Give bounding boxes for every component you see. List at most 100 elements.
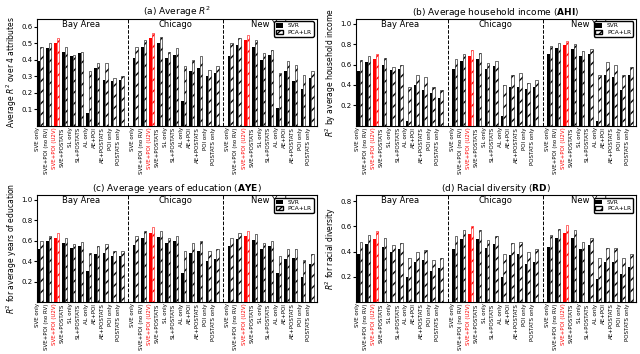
Bar	[566, 225, 568, 302]
Bar	[40, 241, 43, 302]
Bar	[271, 50, 273, 126]
Bar	[113, 251, 116, 302]
Bar	[628, 267, 630, 302]
Bar	[208, 251, 211, 302]
Bar	[303, 260, 305, 302]
Bar	[239, 38, 241, 126]
Bar	[189, 72, 192, 126]
Bar	[368, 235, 371, 302]
Bar	[376, 54, 378, 126]
Bar	[433, 261, 435, 302]
Bar	[517, 254, 519, 302]
Bar	[430, 270, 433, 302]
Bar	[550, 235, 552, 302]
Bar	[622, 75, 625, 126]
Bar	[252, 240, 255, 302]
Text: Chicago: Chicago	[159, 196, 193, 205]
Text: Bay Area: Bay Area	[62, 196, 100, 205]
Bar	[62, 52, 65, 126]
Bar	[181, 101, 184, 126]
Bar	[230, 43, 233, 126]
Text: New York: New York	[252, 196, 290, 205]
Bar	[121, 251, 124, 302]
Bar	[422, 261, 424, 302]
Bar	[606, 248, 609, 302]
Bar	[262, 53, 265, 126]
Bar	[192, 60, 195, 126]
Bar	[216, 67, 219, 126]
Text: New York: New York	[252, 20, 290, 29]
Bar	[493, 65, 495, 126]
Bar	[141, 47, 143, 126]
Bar	[73, 55, 76, 126]
Bar	[556, 238, 558, 302]
Bar	[574, 230, 577, 302]
Bar	[244, 236, 246, 302]
Bar	[65, 47, 67, 126]
Bar	[236, 239, 239, 302]
Text: New York: New York	[571, 20, 609, 29]
Bar	[262, 243, 265, 302]
Bar	[157, 43, 159, 126]
Text: Bay Area: Bay Area	[381, 20, 419, 29]
Bar	[479, 53, 481, 126]
Bar	[525, 89, 527, 126]
Bar	[279, 256, 281, 302]
Bar	[604, 262, 606, 302]
Bar	[484, 69, 487, 126]
Title: (a) Average $R^2$: (a) Average $R^2$	[143, 4, 211, 18]
Bar	[596, 279, 598, 302]
Bar	[189, 253, 192, 302]
Text: New York: New York	[571, 196, 609, 205]
Bar	[476, 239, 479, 302]
Bar	[78, 246, 81, 302]
Legend: SVR, PCA+LR: SVR, PCA+LR	[275, 22, 314, 37]
Bar	[287, 249, 289, 302]
Title: (c) Average years of education ($\mathbf{AYE}$): (c) Average years of education ($\mathbf…	[92, 182, 262, 195]
Bar	[452, 249, 455, 302]
Bar	[95, 68, 97, 126]
Bar	[381, 64, 384, 126]
Bar	[230, 238, 233, 302]
Bar	[208, 70, 211, 126]
Bar	[400, 64, 403, 126]
Bar	[200, 241, 202, 302]
Bar	[495, 62, 497, 126]
Bar	[536, 80, 538, 126]
Bar	[384, 238, 387, 302]
Bar	[572, 49, 574, 126]
Bar	[588, 54, 590, 126]
Bar	[252, 47, 255, 126]
Bar	[228, 57, 230, 126]
Bar	[133, 58, 136, 126]
Bar	[397, 249, 400, 302]
Bar	[620, 90, 622, 126]
Bar	[452, 69, 455, 126]
Bar	[558, 43, 560, 126]
Bar	[612, 262, 614, 302]
Bar	[105, 63, 108, 126]
Bar	[159, 37, 162, 126]
Bar	[46, 48, 49, 126]
Bar	[424, 250, 427, 302]
Bar	[271, 241, 273, 302]
Bar	[460, 239, 463, 302]
Bar	[301, 276, 303, 302]
Bar	[598, 258, 600, 302]
Bar	[536, 249, 538, 302]
Legend: SVR, PCA+LR: SVR, PCA+LR	[594, 198, 633, 213]
Bar	[70, 57, 73, 126]
Bar	[566, 41, 568, 126]
Bar	[468, 56, 471, 126]
Bar	[438, 268, 440, 302]
Bar	[173, 241, 176, 302]
Bar	[455, 236, 457, 302]
Bar	[365, 62, 368, 126]
Bar	[368, 56, 371, 126]
Bar	[152, 33, 154, 126]
Bar	[295, 249, 298, 302]
Bar	[56, 38, 59, 126]
Bar	[295, 65, 298, 126]
Bar	[260, 60, 262, 126]
Bar	[558, 229, 560, 302]
